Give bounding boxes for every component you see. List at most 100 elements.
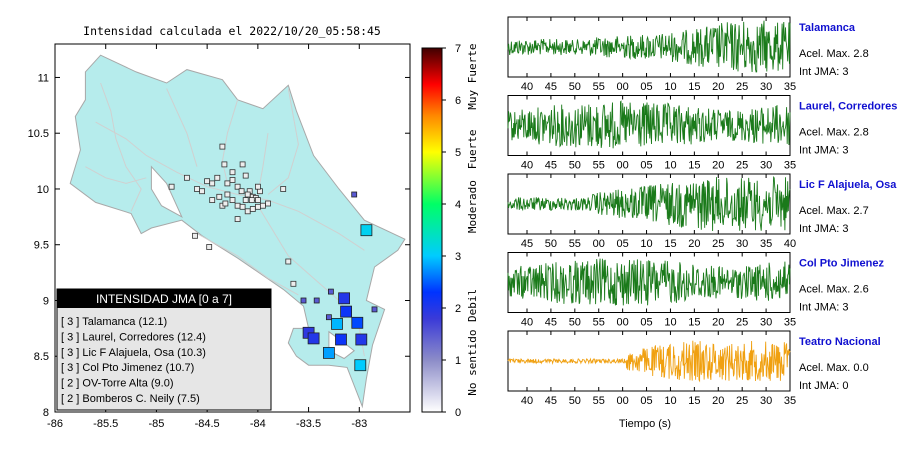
road-line <box>166 88 198 167</box>
station-marker <box>327 288 334 295</box>
y-tick-label: 10 <box>37 184 49 196</box>
map-border <box>54 43 411 413</box>
trace-tick-label: 45 <box>545 160 557 172</box>
trace-tick-label: 55 <box>593 160 605 172</box>
legend-box <box>56 288 272 411</box>
minor-station-marker <box>229 197 236 204</box>
minor-station-marker <box>204 178 211 185</box>
legend-header-bar <box>57 289 271 308</box>
minor-station-marker <box>229 169 236 176</box>
trace-tick-label: 55 <box>593 317 605 329</box>
station-marker <box>338 292 351 305</box>
minor-station-marker <box>248 197 255 204</box>
minor-station-marker <box>222 200 229 207</box>
colorbar-tick-label: 0 <box>455 407 461 419</box>
trace-tick-label: 35 <box>784 317 796 329</box>
station-marker <box>335 333 347 346</box>
colorbar-tick-label: 5 <box>455 147 461 159</box>
road-line <box>85 166 147 184</box>
trace-panel: 45 50 55 00 05 10 15 20 25 30 35 40 Lic F Alajuela, … <box>507 173 897 250</box>
minor-station-marker <box>183 174 190 181</box>
trace-panel: 40 45 50 55 00 05 10 15 20 25 30 35 Talamanca Acel. M… <box>507 16 869 93</box>
trace-acel-max: Acel. Max. 2.6 <box>799 284 869 296</box>
trace-tick-label: 35 <box>784 81 796 93</box>
trace-tick-label: 45 <box>545 81 557 93</box>
map-title: Intensidad calculada el 2022/10/20_05:58… <box>83 24 381 38</box>
x-tick-label: -83.5 <box>296 418 321 430</box>
waveform-line <box>507 258 791 306</box>
station-marker <box>331 317 343 330</box>
waveform-line <box>507 20 791 73</box>
intensity-colorbar: 0 1 2 3 4 5 6 7 No sentido Debil Moderado Fuerte Mu… <box>421 43 479 419</box>
trace-tick-label: 50 <box>569 317 581 329</box>
road-line <box>100 82 142 212</box>
trace-tick-label: 15 <box>688 160 700 172</box>
colorbar-level-label: Muy Fuerte <box>466 43 479 109</box>
minor-station-marker <box>254 197 261 204</box>
station-marker <box>354 359 367 372</box>
trace-tick-label: 30 <box>760 81 772 93</box>
legend-items: [ 3 ] Talamanca (12.1) [ 3 ] Laurel, Corr… <box>61 316 206 405</box>
trace-panel: 40 45 50 55 00 05 10 15 20 25 30 35 Laurel, Corredor… <box>507 95 897 172</box>
trace-tick-label: 20 <box>712 160 724 172</box>
trace-tick-label: 55 <box>593 81 605 93</box>
trace-station-name: Col Pto Jimenez <box>799 258 884 270</box>
trace-tick-label: 30 <box>736 238 748 250</box>
trace-tick-label: 00 <box>617 395 629 407</box>
trace-tick-label: 15 <box>664 238 676 250</box>
trace-acel-max: Acel. Max. 0.0 <box>799 362 869 374</box>
colorbar-level-label: Debil <box>466 289 479 322</box>
minor-station-marker <box>209 197 216 204</box>
legend-item: [ 3 ] Talamanca (12.1) <box>61 316 167 328</box>
trace-acel-max: Acel. Max. 2.7 <box>799 205 869 217</box>
minor-station-marker <box>244 191 251 198</box>
roads-layer <box>85 82 365 357</box>
trace-tick-label: 30 <box>760 160 772 172</box>
trace-tick-label: 50 <box>569 160 581 172</box>
minor-station-marker <box>242 172 249 179</box>
trace-tick-label: 50 <box>569 81 581 93</box>
trace-tick-label: 10 <box>640 238 652 250</box>
trace-tick-label: 05 <box>640 395 652 407</box>
land-polygon <box>69 54 406 409</box>
minor-station-marker <box>280 186 287 192</box>
colorbar-tick-label: 7 <box>455 43 461 55</box>
y-tick-label: 10.5 <box>28 128 49 140</box>
trace-tick-label: 45 <box>521 238 533 250</box>
trace-tick-label: 30 <box>760 395 772 407</box>
trace-tick-label: 35 <box>784 395 796 407</box>
x-tick-label: -83 <box>351 418 367 430</box>
trace-tick-label: 20 <box>712 395 724 407</box>
trace-tick-label: 25 <box>736 395 748 407</box>
minor-station-marker <box>209 180 216 187</box>
trace-tick-label: 10 <box>664 395 676 407</box>
trace-station-name: Laurel, Corredores <box>799 101 897 113</box>
trace-tick-label: 10 <box>664 81 676 93</box>
trace-tick-label: 25 <box>736 317 748 329</box>
trace-int-jma: Int JMA: 3 <box>799 145 849 157</box>
legend-item: [ 3 ] Laurel, Corredores (12.4) <box>61 331 206 343</box>
trace-station-name: Teatro Nacional <box>799 336 881 348</box>
station-marker <box>355 333 368 346</box>
trace-tick-label: 40 <box>521 160 533 172</box>
trace-int-jma: Int JMA: 3 <box>799 66 849 78</box>
trace-tick-label: 30 <box>760 317 772 329</box>
trace-tick-label: 05 <box>640 81 652 93</box>
colorbar-tick-label: 3 <box>455 251 461 263</box>
trace-tick-label: 00 <box>617 81 629 93</box>
station-marker <box>371 306 378 313</box>
legend-item: [ 2 ] Bomberos C. Neily (7.5) <box>61 393 200 405</box>
minor-station-marker <box>239 161 246 168</box>
minor-station-marker <box>238 188 245 195</box>
minor-station-marker <box>192 232 198 239</box>
time-axis-label: Tiempo (s) <box>619 418 671 430</box>
x-axis-ticks: -86 -85.5 -85 -84.5 -84 -83.5 -83 <box>47 44 367 430</box>
colorbar-tick-label: 6 <box>455 95 461 107</box>
trace-tick-label: 00 <box>617 317 629 329</box>
trace-tick-label: 00 <box>593 238 605 250</box>
x-tick-label: -85 <box>148 418 164 430</box>
minor-station-marker <box>244 208 251 215</box>
y-tick-label: 8 <box>43 407 49 419</box>
trace-tick-label: 35 <box>784 160 796 172</box>
minor-station-marker <box>168 183 175 190</box>
